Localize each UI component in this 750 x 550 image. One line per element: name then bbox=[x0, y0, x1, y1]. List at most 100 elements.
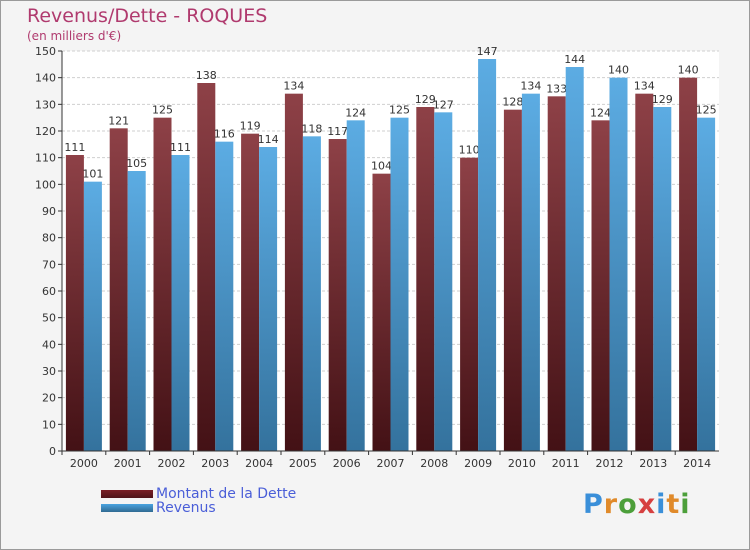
y-tick-label: 110 bbox=[35, 152, 56, 165]
x-tick-label: 2004 bbox=[245, 457, 273, 470]
y-tick-label: 130 bbox=[35, 98, 56, 111]
value-label-debt: 104 bbox=[371, 160, 392, 173]
bar-debt bbox=[372, 173, 391, 451]
value-label-revenue: 118 bbox=[301, 122, 322, 135]
y-tick-label: 0 bbox=[49, 445, 56, 458]
y-tick-label: 80 bbox=[42, 232, 56, 245]
bar-revenue bbox=[215, 141, 234, 451]
x-tick-label: 2008 bbox=[420, 457, 448, 470]
value-label-debt: 129 bbox=[415, 93, 436, 106]
value-label-debt: 140 bbox=[678, 64, 699, 77]
x-tick-label: 2012 bbox=[596, 457, 624, 470]
logo-letter: i bbox=[680, 489, 691, 520]
x-tick-label: 2003 bbox=[201, 457, 229, 470]
value-label-debt: 134 bbox=[634, 80, 655, 93]
x-tick-label: 2007 bbox=[377, 457, 405, 470]
y-tick-label: 140 bbox=[35, 72, 56, 85]
bar-revenue bbox=[609, 77, 628, 452]
value-label-revenue: 116 bbox=[214, 128, 235, 141]
legend-label-revenue: Revenus bbox=[156, 500, 216, 516]
x-tick-label: 2000 bbox=[70, 457, 98, 470]
logo-letter: o bbox=[618, 489, 638, 520]
value-label-revenue: 140 bbox=[608, 64, 629, 77]
y-tick-label: 10 bbox=[42, 418, 56, 431]
value-label-debt: 119 bbox=[240, 120, 261, 133]
legend-label-debt: Montant de la Dette bbox=[156, 486, 297, 502]
value-label-revenue: 105 bbox=[126, 157, 147, 170]
y-tick-label: 40 bbox=[42, 338, 56, 351]
bar-debt bbox=[416, 107, 435, 451]
value-label-debt: 117 bbox=[327, 125, 348, 138]
bar-revenue bbox=[259, 147, 278, 451]
y-tick-label: 100 bbox=[35, 178, 56, 191]
y-tick-label: 60 bbox=[42, 285, 56, 298]
x-tick-label: 2010 bbox=[508, 457, 536, 470]
value-label-debt: 128 bbox=[502, 96, 523, 109]
legend: Montant de la Dette Revenus bbox=[101, 486, 297, 516]
bar-debt bbox=[284, 93, 303, 452]
bar-debt bbox=[547, 96, 566, 451]
x-tick-label: 2013 bbox=[639, 457, 667, 470]
value-label-revenue: 127 bbox=[433, 98, 454, 111]
y-tick-label: 150 bbox=[35, 45, 56, 58]
y-tick-label: 20 bbox=[42, 392, 56, 405]
value-label-debt: 121 bbox=[108, 114, 129, 127]
bar-debt bbox=[109, 128, 128, 451]
bar-debt bbox=[679, 77, 698, 452]
value-label-revenue: 125 bbox=[389, 104, 410, 117]
chart-subtitle: (en milliers d'€) bbox=[27, 29, 122, 43]
value-label-revenue: 147 bbox=[477, 45, 498, 58]
y-tick-label: 90 bbox=[42, 205, 56, 218]
bar-debt bbox=[65, 155, 84, 451]
bar-debt bbox=[635, 93, 654, 452]
bar-revenue bbox=[302, 136, 321, 452]
bar-revenue bbox=[478, 59, 497, 451]
value-label-debt: 110 bbox=[459, 144, 480, 157]
value-label-debt: 134 bbox=[283, 80, 304, 93]
value-label-debt: 138 bbox=[196, 69, 217, 82]
legend-item-debt: Montant de la Dette bbox=[101, 486, 297, 502]
bar-revenue bbox=[171, 155, 190, 451]
value-label-revenue: 124 bbox=[345, 106, 366, 119]
axes: 0 10 20 30 40 50 60 70 80 90 100 110 120 130 140 150 200… bbox=[35, 45, 719, 470]
proxiti-logo: Proxiti bbox=[583, 489, 691, 520]
bar-debt bbox=[197, 83, 216, 451]
x-tick-label: 2005 bbox=[289, 457, 317, 470]
value-label-revenue: 125 bbox=[696, 104, 717, 117]
value-label-debt: 125 bbox=[152, 104, 173, 117]
y-tick-label: 70 bbox=[42, 258, 56, 271]
x-tick-label: 2011 bbox=[552, 457, 580, 470]
value-label-revenue: 101 bbox=[82, 168, 103, 181]
bar-revenue bbox=[565, 67, 584, 451]
x-tick-label: 2009 bbox=[464, 457, 492, 470]
bar-debt bbox=[591, 120, 610, 451]
value-label-revenue: 114 bbox=[258, 133, 279, 146]
bar-revenue bbox=[390, 117, 409, 452]
logo-letter: t bbox=[666, 489, 681, 520]
value-label-debt: 124 bbox=[590, 106, 611, 119]
logo-letter: r bbox=[603, 489, 619, 520]
chart-title: Revenus/Dette - ROQUES bbox=[27, 5, 268, 27]
bar-revenue bbox=[653, 107, 672, 451]
bar-debt bbox=[503, 109, 522, 452]
legend-swatch-debt bbox=[101, 490, 153, 498]
bar-debt bbox=[460, 157, 479, 451]
x-tick-label: 2002 bbox=[158, 457, 186, 470]
value-label-revenue: 134 bbox=[520, 80, 541, 93]
logo-letter: x bbox=[637, 489, 657, 520]
value-label-revenue: 144 bbox=[564, 53, 585, 66]
x-tick-label: 2001 bbox=[114, 457, 142, 470]
bar-revenue bbox=[521, 93, 540, 452]
bar-debt bbox=[328, 139, 347, 451]
value-label-debt: 133 bbox=[546, 82, 567, 95]
value-label-revenue: 129 bbox=[652, 93, 673, 106]
x-tick-label: 2014 bbox=[683, 457, 711, 470]
y-tick-label: 120 bbox=[35, 125, 56, 138]
value-label-debt: 111 bbox=[64, 141, 85, 154]
legend-swatch-revenue bbox=[101, 504, 153, 512]
bar-revenue bbox=[346, 120, 365, 451]
y-tick-label: 50 bbox=[42, 312, 56, 325]
logo-letter: i bbox=[656, 489, 667, 520]
